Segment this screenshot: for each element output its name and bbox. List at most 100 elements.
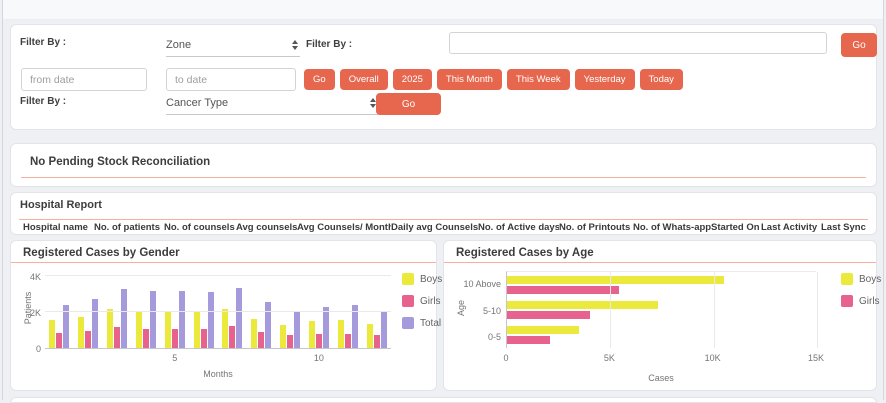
- bar-group-month-3: [103, 271, 132, 348]
- gender-chart-panel: Registered Cases by Gender Patients 0 2K 4…: [10, 240, 442, 391]
- boys-bar: [507, 326, 579, 335]
- girls-bar: [507, 285, 619, 294]
- gender-chart-plot: [45, 271, 391, 349]
- boys-bar: [164, 311, 171, 348]
- total-bar: [178, 291, 185, 348]
- total-bar: [236, 288, 243, 348]
- boys-bar: [337, 320, 344, 348]
- boys-bar: [135, 311, 142, 348]
- category-label: 5-10: [482, 305, 501, 316]
- quick-filter-button-this-week[interactable]: This Week: [506, 69, 570, 90]
- column-header: Started On: [711, 222, 760, 233]
- filter-panel: Filter By : Zone Filter By : Go GoOveral…: [10, 24, 877, 130]
- panel-underline: [444, 262, 876, 263]
- bar-group-month-8: [247, 271, 276, 348]
- bar-group-month-6: [189, 271, 218, 348]
- next-panel-edge: [10, 397, 877, 403]
- total-bar: [322, 307, 329, 348]
- girls-bar: [200, 329, 207, 348]
- girls-bar: [171, 329, 178, 348]
- legend-swatch-total: [402, 317, 414, 329]
- girls-bar: [507, 336, 550, 345]
- cancer-type-go-button[interactable]: Go: [376, 93, 441, 115]
- stock-reconciliation-message: No Pending Stock Reconciliation: [30, 156, 211, 168]
- bar-group-age-5-10: [507, 300, 816, 319]
- filter-by-label-2: Filter By :: [306, 39, 353, 50]
- legend-item-girls: Girls: [402, 295, 442, 307]
- column-header: No. of Printouts: [559, 222, 631, 233]
- age-x-axis-label: Cases: [648, 373, 674, 383]
- window-left-edge: [2, 0, 3, 400]
- boys-bar: [366, 324, 373, 348]
- boys-bar: [49, 320, 56, 348]
- column-header: Avg Counsels/ Month: [297, 222, 391, 233]
- legend-item-total: Total: [402, 317, 442, 329]
- zone-select-value: Zone: [166, 38, 192, 51]
- column-header: Avg counsels: [236, 222, 297, 233]
- boys-bar: [308, 321, 315, 348]
- panel-underline: [11, 262, 436, 263]
- boys-bar: [107, 309, 114, 348]
- column-header: No. of patients: [94, 222, 160, 233]
- boys-bar: [280, 325, 287, 348]
- bar-group-month-12: [362, 271, 391, 348]
- gender-chart-legend: Boys Girls Total: [402, 273, 442, 329]
- bar-group-age-10-above: [507, 275, 816, 294]
- girls-bar: [344, 334, 351, 348]
- cancer-type-select[interactable]: Cancer Type: [166, 91, 378, 115]
- x-tick: 10: [313, 353, 324, 363]
- quick-filter-button-today[interactable]: Today: [639, 69, 683, 90]
- girls-bar: [373, 335, 380, 348]
- quick-filter-button-go[interactable]: Go: [304, 69, 335, 90]
- select-arrows-icon: [292, 39, 298, 50]
- stock-reconciliation-panel: No Pending Stock Reconciliation: [10, 143, 877, 187]
- y-tick: 2K: [29, 308, 41, 318]
- total-bar: [265, 302, 272, 348]
- x-tick: 15K: [807, 353, 824, 363]
- y-tick: 0: [35, 344, 41, 354]
- bar-group-month-9: [276, 271, 305, 348]
- category-label: 10 Above: [463, 279, 501, 289]
- total-bar: [351, 305, 358, 348]
- total-bar: [63, 305, 70, 348]
- quick-filter-button-yesterday[interactable]: Yesterday: [574, 69, 635, 90]
- y-tick: 4K: [29, 272, 41, 282]
- legend-swatch-girls: [402, 295, 414, 307]
- legend-item-boys: Boys: [402, 273, 442, 285]
- panel-underline: [19, 219, 868, 220]
- boys-bar: [222, 309, 229, 348]
- total-bar: [92, 299, 99, 348]
- x-tick: 5K: [603, 353, 615, 363]
- girls-bar: [287, 335, 294, 348]
- quick-filter-button-this-month[interactable]: This Month: [436, 69, 502, 90]
- bar-group-month-5: [160, 271, 189, 348]
- legend-label: Girls: [859, 295, 880, 307]
- gridline: [610, 272, 611, 348]
- panel-underline: [21, 177, 866, 178]
- gridline: [714, 272, 715, 348]
- boys-bar: [251, 319, 258, 348]
- hospital-report-title: Hospital Report: [20, 199, 102, 211]
- gridline: [817, 272, 818, 348]
- bar-group-month-4: [131, 271, 160, 348]
- x-tick: 0: [503, 353, 509, 363]
- from-date-input[interactable]: [21, 68, 147, 91]
- legend-label: Boys: [420, 273, 443, 285]
- filter-by-label-1: Filter By :: [20, 37, 67, 48]
- search-go-button[interactable]: Go: [841, 33, 877, 57]
- search-input[interactable]: [449, 32, 827, 54]
- column-header: Last Sync: [821, 222, 866, 233]
- filter-by-label-3: Filter By :: [20, 96, 67, 107]
- to-date-input[interactable]: [166, 68, 296, 91]
- quick-filter-buttons: Go Overall 2025 This Month This Week Yesterda…: [304, 69, 683, 90]
- quick-filter-button-2025[interactable]: 2025: [392, 69, 432, 90]
- column-header: No. of Whats-app: [633, 222, 711, 233]
- girls-bar: [85, 331, 92, 348]
- quick-filter-button-overall[interactable]: Overall: [339, 69, 388, 90]
- bar-group-month-2: [74, 271, 103, 348]
- zone-select[interactable]: Zone: [166, 33, 300, 57]
- x-tick: 5: [172, 353, 178, 363]
- bar-group-month-11: [333, 271, 362, 348]
- legend-label: Boys: [859, 273, 882, 285]
- girls-bar: [56, 333, 63, 348]
